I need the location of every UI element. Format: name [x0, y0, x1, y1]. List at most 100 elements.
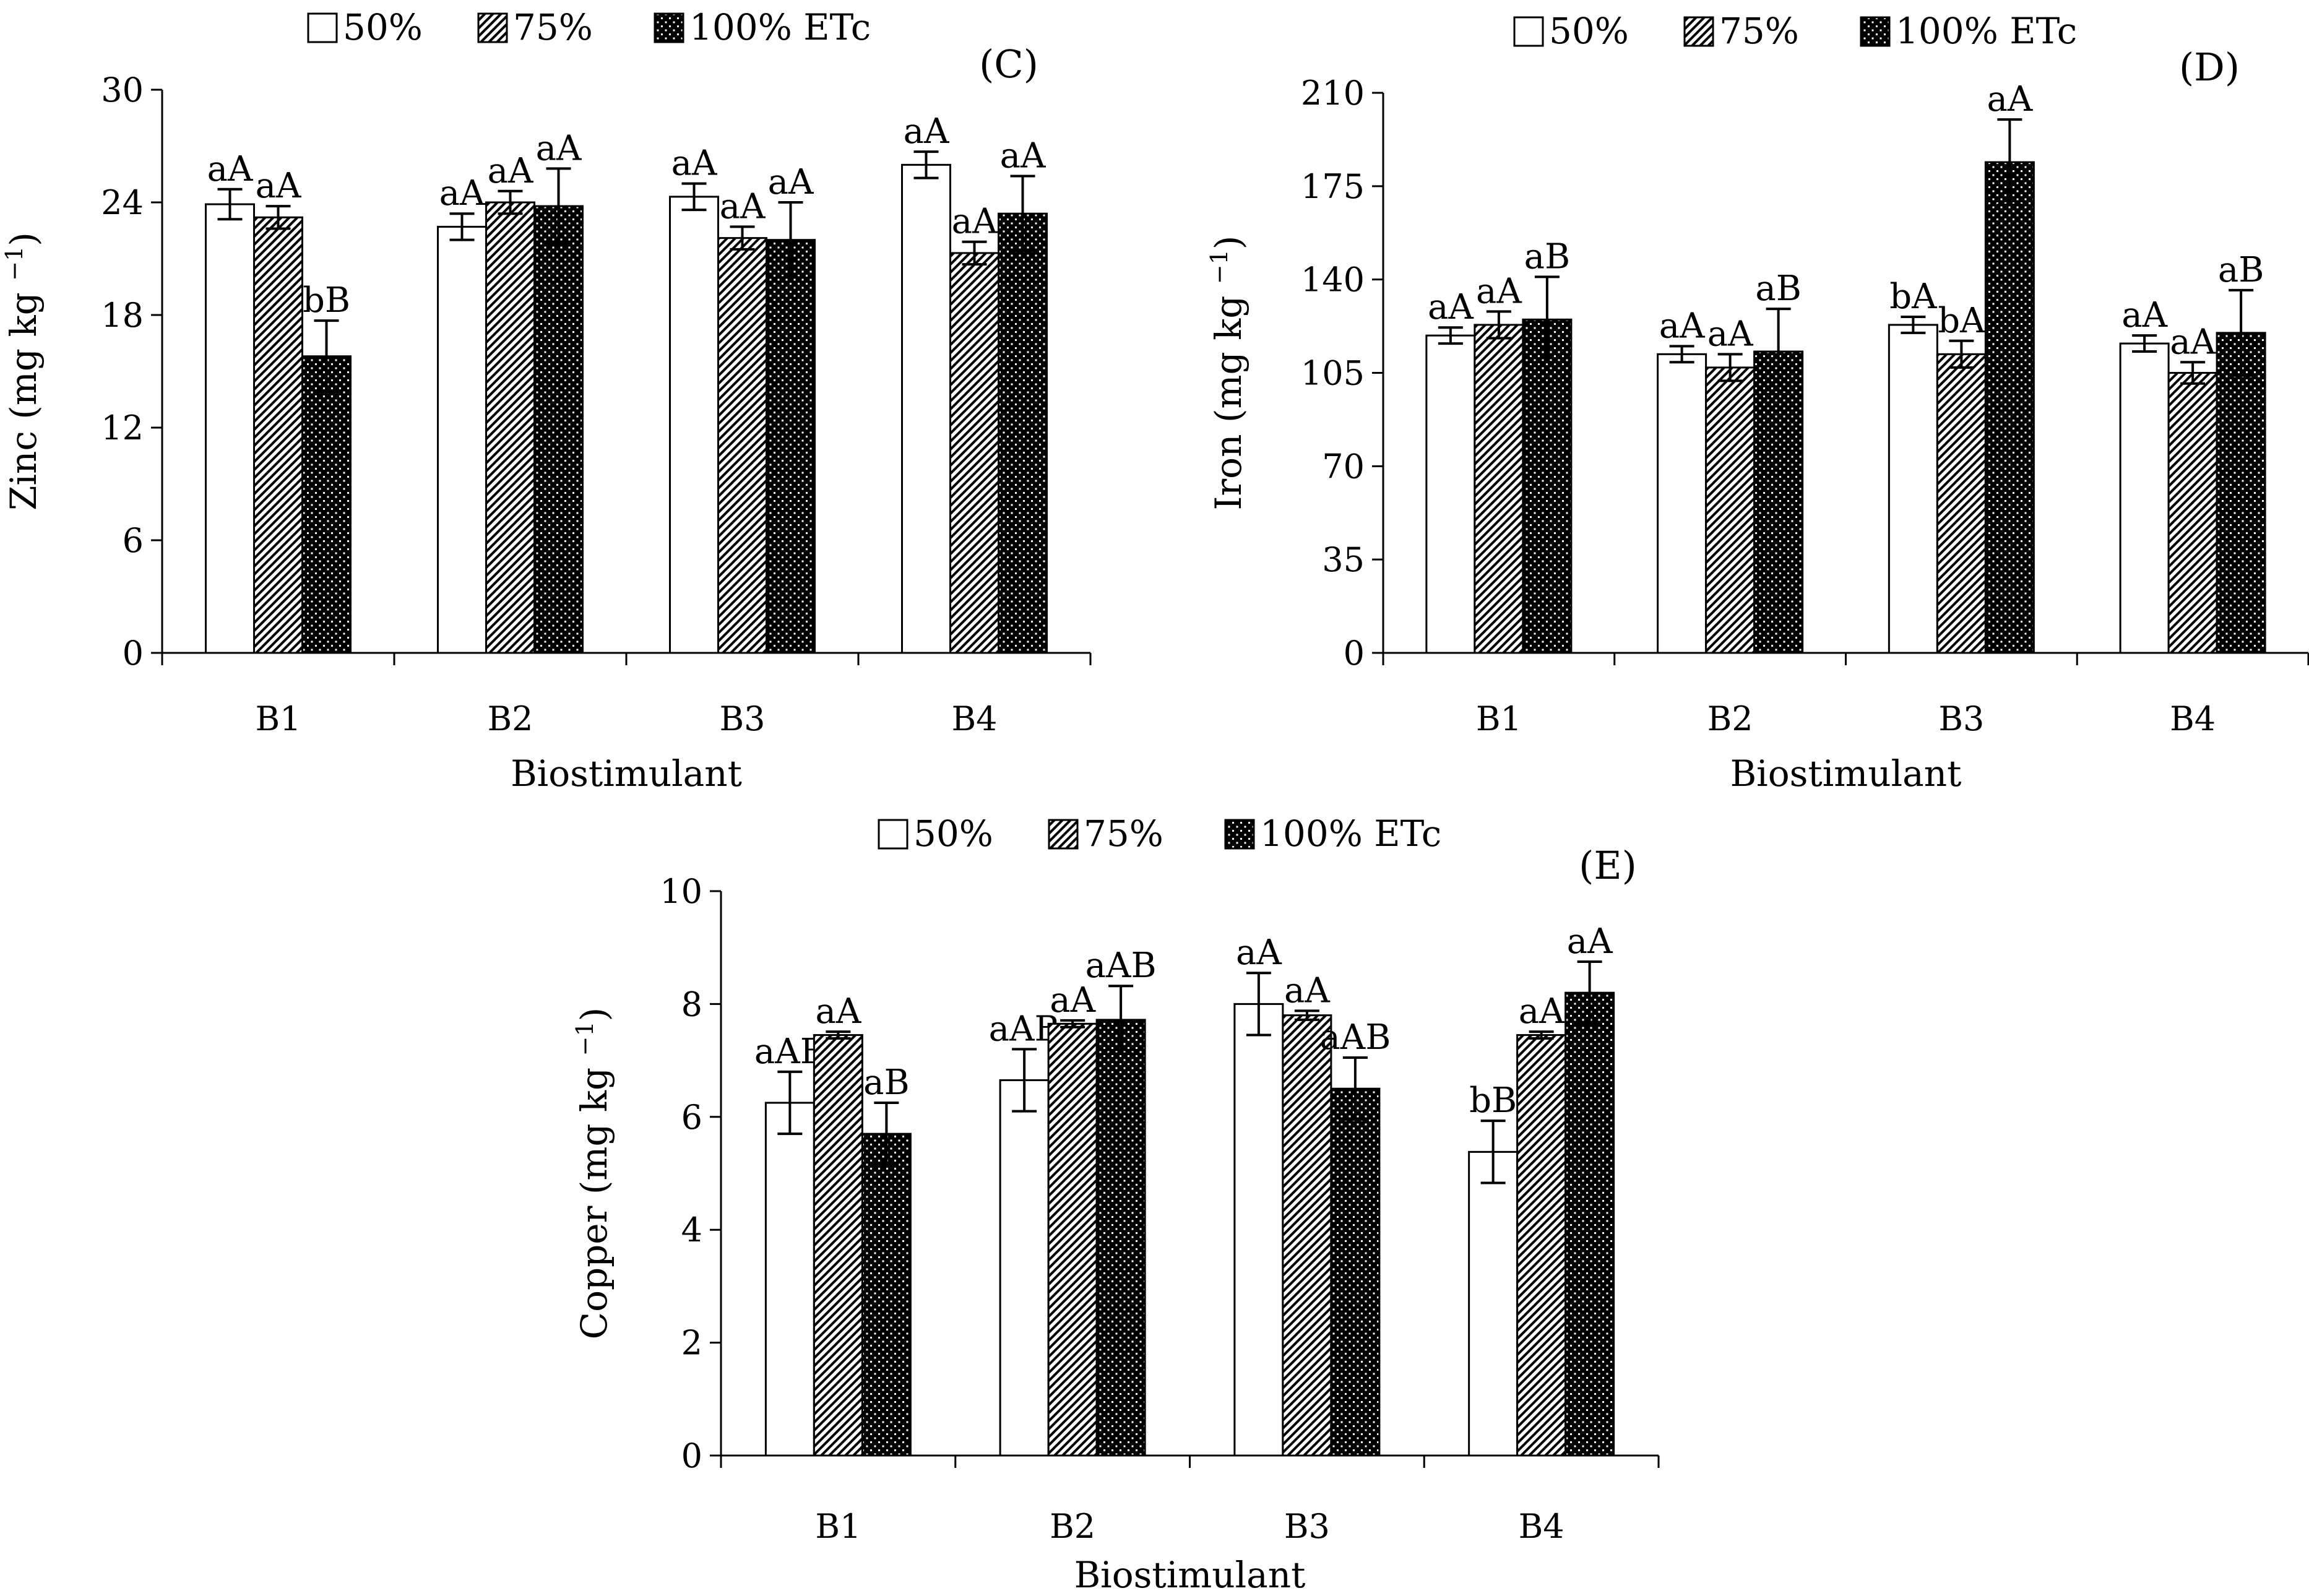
- significance-label: aA: [1519, 991, 1565, 1032]
- significance-label: aA: [1987, 79, 2032, 119]
- bar-white-b4: [2119, 342, 2170, 654]
- y-tick-label: 24: [101, 183, 144, 222]
- y-axis-label: Zinc (mg kg −1): [1, 232, 45, 511]
- bar-white-b2: [1657, 353, 1707, 654]
- bar-dots-b3: [1984, 161, 2035, 654]
- bar-dots-b3: [1330, 1087, 1381, 1457]
- significance-label: aA: [1659, 306, 1705, 346]
- significance-label: aA: [671, 144, 717, 184]
- bar-hatch-b1: [813, 1034, 863, 1457]
- bar-white-b3: [1888, 324, 1938, 654]
- bar-white-b3: [669, 196, 719, 654]
- y-tick-label: 6: [123, 521, 144, 560]
- significance-label: bA: [1938, 301, 1985, 341]
- x-tick-label: B2: [487, 699, 533, 738]
- y-tick-label: 6: [681, 1098, 702, 1137]
- x-axis-label: Biostimulant: [511, 753, 742, 795]
- x-tick-label: B3: [1284, 1507, 1330, 1546]
- y-tick-label: 30: [101, 71, 144, 110]
- bar-hatch-b1: [253, 216, 303, 654]
- significance-label: aA: [1476, 271, 1522, 311]
- significance-label: aA: [207, 149, 253, 189]
- significance-label: aA: [815, 991, 861, 1032]
- y-axis-label: Iron (mg kg −1): [1206, 236, 1249, 511]
- y-tick-label: 18: [101, 296, 144, 335]
- y-tick-label: 0: [681, 1436, 702, 1475]
- significance-label: aA: [720, 186, 766, 226]
- legend-label: 50%: [913, 813, 993, 855]
- legend-swatch-hatch: [1683, 16, 1714, 47]
- bar-hatch-b4: [949, 252, 999, 654]
- bar-dots-b1: [301, 355, 352, 654]
- legend-label: 100% ETc: [1260, 813, 1441, 855]
- significance-label: aA: [952, 202, 998, 242]
- x-axis-label: Biostimulant: [1074, 1554, 1306, 1596]
- bar-hatch-b2: [1705, 366, 1756, 654]
- bar-dots-b4: [998, 212, 1048, 654]
- bar-white-b2: [437, 225, 487, 654]
- significance-label: aA: [1050, 980, 1095, 1020]
- x-tick-label: B4: [1519, 1507, 1565, 1546]
- bar-hatch-b4: [2167, 372, 2218, 654]
- x-tick-label: B4: [951, 699, 997, 738]
- significance-label: aA: [2121, 295, 2167, 335]
- significance-label: bA: [1889, 277, 1937, 317]
- x-tick-label: B1: [255, 699, 301, 738]
- y-axis-label: Copper (mg kg −1): [571, 1007, 615, 1340]
- bar-dots-b2: [1753, 350, 1804, 654]
- bar-white-b4: [901, 163, 951, 654]
- bar-dots-b4: [2216, 332, 2266, 654]
- significance-label: bB: [303, 280, 350, 321]
- bar-dots-b2: [1095, 1019, 1146, 1457]
- y-tick-label: 105: [1301, 354, 1365, 393]
- bar-hatch-b2: [1047, 1022, 1098, 1457]
- significance-label: aB: [863, 1063, 910, 1103]
- legend-swatch-hatch: [477, 12, 508, 43]
- significance-label: aA: [536, 128, 582, 168]
- legend-label: 75%: [1719, 10, 1799, 52]
- legend-label: 50%: [1549, 10, 1629, 52]
- bar-white-b1: [205, 203, 255, 654]
- significance-label: aA: [1707, 314, 1753, 354]
- y-tick-label: 2: [681, 1324, 702, 1363]
- y-tick-label: 210: [1301, 74, 1365, 113]
- bar-hatch-b3: [717, 237, 767, 654]
- y-tick-label: 10: [660, 872, 702, 911]
- bar-hatch-b4: [1516, 1034, 1567, 1457]
- bar-dots-b3: [766, 239, 816, 654]
- y-tick-label: 140: [1301, 261, 1365, 300]
- legend-label: 50%: [343, 6, 423, 48]
- significance-label: aB: [1755, 269, 1802, 309]
- panel-label: (E): [1579, 843, 1637, 888]
- bar-white-b4: [1468, 1150, 1519, 1457]
- panel-label: (C): [979, 41, 1038, 87]
- bar-white-b3: [1233, 1003, 1284, 1457]
- x-tick-label: B2: [1050, 1507, 1095, 1546]
- y-tick-label: 0: [1344, 634, 1365, 673]
- significance-label: aAB: [1319, 1017, 1391, 1058]
- significance-label: aA: [488, 151, 533, 191]
- significance-label: aA: [768, 162, 814, 202]
- bar-dots-b4: [1565, 991, 1615, 1457]
- bar-hatch-b2: [485, 201, 535, 654]
- bar-white-b1: [1425, 334, 1476, 654]
- significance-label: aA: [904, 111, 949, 152]
- bar-dots-b1: [861, 1132, 912, 1457]
- panel-label: (D): [2179, 45, 2240, 90]
- x-tick-label: B4: [2170, 699, 2216, 738]
- legend-label: 75%: [513, 6, 593, 48]
- y-tick-label: 0: [123, 634, 144, 673]
- legend-label: 100% ETc: [689, 6, 871, 48]
- y-tick-label: 70: [1322, 447, 1365, 486]
- legend-swatch-dots: [1224, 819, 1255, 850]
- bar-hatch-b1: [1474, 324, 1524, 654]
- bar-hatch-b3: [1936, 353, 1987, 654]
- significance-label: bB: [1469, 1081, 1517, 1121]
- significance-label: aA: [1428, 287, 1474, 327]
- y-tick-label: 4: [681, 1210, 702, 1249]
- significance-label: aA: [1236, 933, 1282, 973]
